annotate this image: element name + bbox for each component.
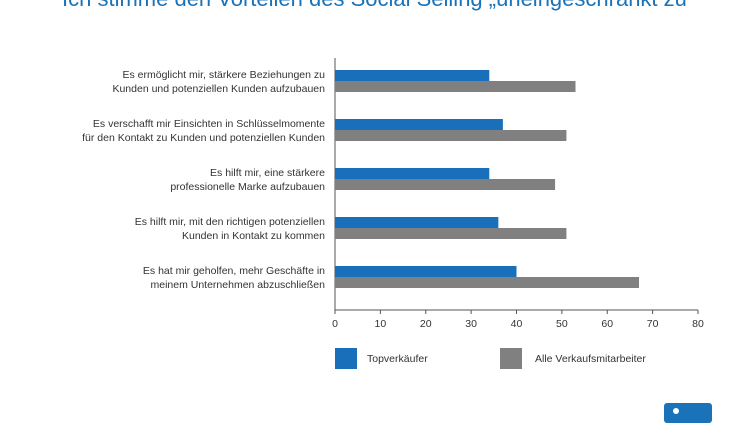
bar [335, 179, 556, 190]
bar [335, 266, 517, 277]
bar [335, 228, 567, 239]
legend-swatch [335, 348, 357, 369]
category-label-line: für den Kontakt zu Kunden und potenziell… [82, 132, 325, 144]
bar [335, 119, 503, 130]
category-label-line: Es hat mir geholfen, mehr Geschäfte in [143, 265, 325, 277]
x-tick-label: 70 [647, 318, 659, 330]
category-label-line: Es hilft mir, eine stärkere [210, 167, 325, 179]
bar [335, 277, 640, 288]
category-label-line: meinem Unternehmen abzuschließen [150, 279, 325, 291]
bar [335, 217, 499, 228]
category-label: Es ermöglicht mir, stärkere Beziehungen … [112, 69, 325, 95]
category-label-line: Kunden und potenziellen Kunden aufzubaue… [112, 83, 325, 95]
legend-swatch [500, 348, 522, 369]
category-label: Es hat mir geholfen, mehr Geschäfte in me… [143, 265, 325, 291]
bar [335, 81, 576, 92]
x-tick-label: 30 [465, 318, 477, 330]
x-tick-label: 50 [556, 318, 568, 330]
category-label: Es verschafft mir Einsichten in Schlüsse… [82, 118, 325, 144]
x-tick-label: 10 [375, 318, 387, 330]
logo-dot [673, 408, 679, 414]
bar [335, 130, 567, 141]
category-label-line: Es verschafft mir Einsichten in Schlüsse… [93, 118, 325, 130]
x-tick-label: 20 [420, 318, 432, 330]
category-label-line: Es hilft mir, mit den richtigen potenzie… [135, 216, 325, 228]
category-label-line: Es ermöglicht mir, stärkere Beziehungen … [122, 69, 325, 81]
bar [335, 70, 490, 81]
x-tick-label: 60 [601, 318, 613, 330]
category-label: Es hilft mir, eine stärkere professionell… [170, 167, 325, 193]
category-label: Es hilft mir, mit den richtigen potenzie… [135, 216, 325, 242]
brand-logo [664, 403, 712, 423]
chart-title: Ich stimme den Vorteilen des Social Sell… [62, 0, 694, 12]
category-label-line: Kunden in Kontakt zu kommen [182, 230, 325, 242]
x-tick-label: 80 [692, 318, 704, 330]
legend-label: Topverkäufer [367, 353, 428, 365]
legend-label: Alle Verkaufsmitarbeiter [535, 353, 646, 365]
x-tick-label: 40 [511, 318, 523, 330]
x-tick-label: 0 [332, 318, 338, 330]
category-label-line: professionelle Marke aufzubauen [170, 181, 325, 193]
bar [335, 168, 490, 179]
